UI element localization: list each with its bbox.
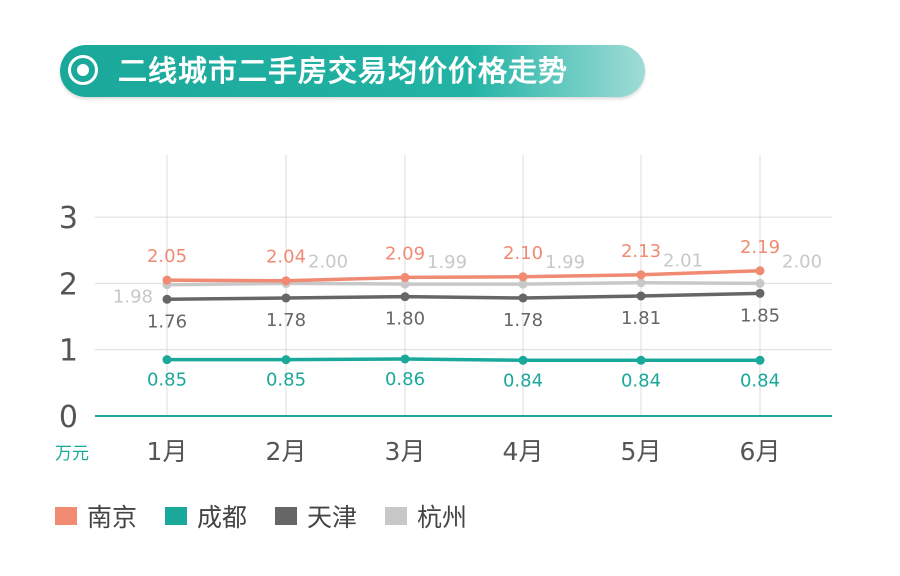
y-unit-label: 万元 <box>55 444 89 464</box>
data-label: 2.19 <box>740 237 780 258</box>
legend-item: 天津 <box>275 498 357 534</box>
data-point <box>281 355 291 365</box>
data-label: 1.81 <box>621 308 661 329</box>
data-point <box>162 355 172 365</box>
x-tick-label: 4月 <box>503 437 544 466</box>
data-label: 1.98 <box>113 287 153 308</box>
data-label: 1.99 <box>545 252 585 273</box>
data-point <box>281 276 291 286</box>
legend-item: 南京 <box>55 498 137 534</box>
data-label: 0.85 <box>147 370 187 391</box>
data-label: 1.76 <box>147 311 187 332</box>
data-point <box>518 293 528 303</box>
data-point <box>518 355 528 365</box>
data-label: 1.78 <box>266 310 306 331</box>
data-point <box>755 266 765 276</box>
data-label: 1.85 <box>740 305 780 326</box>
data-label: 0.85 <box>266 370 306 391</box>
x-tick-label: 1月 <box>147 437 188 466</box>
legend-label: 南京 <box>87 503 138 532</box>
data-point <box>636 291 646 301</box>
data-point <box>400 272 410 282</box>
legend-swatch <box>165 507 188 525</box>
data-label: 2.05 <box>147 246 187 267</box>
title-banner <box>60 45 645 97</box>
legend-label: 杭州 <box>417 503 468 532</box>
data-label: 1.99 <box>427 252 467 273</box>
x-tick-label: 3月 <box>385 437 426 466</box>
data-label: 2.00 <box>308 251 348 272</box>
data-label: 0.84 <box>621 370 661 391</box>
y-tick-label: 1 <box>59 334 78 369</box>
data-label: 1.80 <box>385 309 425 330</box>
legend-item: 成都 <box>165 498 247 534</box>
data-point <box>636 270 646 280</box>
y-tick-label: 0 <box>59 400 78 435</box>
data-point <box>755 288 765 298</box>
data-label: 0.84 <box>503 370 543 391</box>
x-tick-label: 2月 <box>266 437 307 466</box>
data-point <box>755 355 765 365</box>
data-point <box>281 293 291 303</box>
data-point <box>162 275 172 285</box>
x-tick-label: 6月 <box>740 437 781 466</box>
chart-legend: 南京 成都 天津 杭州 <box>55 498 495 534</box>
data-label: 2.01 <box>663 251 703 272</box>
series-line <box>166 269 761 283</box>
series-line <box>166 291 761 302</box>
data-label: 0.84 <box>740 370 780 391</box>
data-point <box>400 292 410 302</box>
data-point <box>162 294 172 304</box>
data-point <box>518 272 528 282</box>
data-point <box>518 279 528 289</box>
legend-swatch <box>55 507 77 525</box>
legend-label: 天津 <box>307 503 358 532</box>
data-point <box>636 355 646 365</box>
legend-swatch <box>275 507 298 525</box>
chart-title: 二线城市二手房交易均价价格走势 <box>118 54 569 88</box>
target-icon <box>68 55 98 85</box>
legend-swatch <box>385 507 408 525</box>
data-point <box>400 279 410 289</box>
data-point <box>755 278 765 288</box>
data-label: 2.09 <box>385 243 425 264</box>
data-point <box>636 278 646 288</box>
data-point <box>400 354 410 364</box>
data-label: 0.86 <box>385 369 425 390</box>
data-label: 2.04 <box>266 247 306 268</box>
data-label: 1.78 <box>503 310 543 331</box>
y-tick-label: 3 <box>59 201 78 236</box>
data-label: 2.10 <box>503 243 543 264</box>
legend-item: 杭州 <box>385 498 467 534</box>
series-line <box>167 357 760 363</box>
x-tick-label: 5月 <box>621 437 662 466</box>
series-line <box>166 280 761 287</box>
data-label: 2.13 <box>621 241 661 262</box>
data-label: 2.00 <box>782 251 822 272</box>
y-tick-label: 2 <box>59 267 78 302</box>
legend-label: 成都 <box>197 503 248 532</box>
